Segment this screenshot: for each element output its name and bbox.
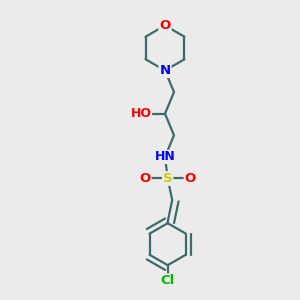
Text: N: N xyxy=(159,64,171,77)
Text: HO: HO xyxy=(130,107,152,120)
Text: S: S xyxy=(163,172,172,185)
Text: O: O xyxy=(140,172,151,185)
Text: O: O xyxy=(184,172,196,185)
Text: Cl: Cl xyxy=(160,274,175,287)
Text: HN: HN xyxy=(154,150,176,164)
Text: O: O xyxy=(159,19,171,32)
